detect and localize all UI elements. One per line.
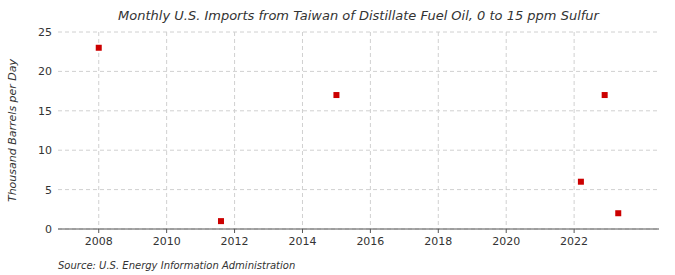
y-grid-line (58, 150, 659, 151)
x-grid-line (234, 32, 235, 229)
y-tick-label: 5 (45, 184, 52, 197)
point (578, 179, 584, 185)
y-grid-line (58, 229, 659, 230)
x-grid-line (506, 32, 507, 229)
x-tick (234, 229, 235, 233)
y-grid-line (58, 32, 659, 33)
x-tick-label: 2022 (560, 235, 588, 248)
point (218, 218, 224, 224)
y-grid-line (58, 110, 659, 111)
x-axis-line (58, 229, 659, 230)
y-tick-label: 10 (38, 144, 52, 157)
y-grid-line (58, 71, 659, 72)
x-tick-label: 2012 (221, 235, 249, 248)
grid (58, 32, 659, 229)
y-axis: 0 5 10 15 20 25 (38, 26, 52, 236)
y-tick-label: 25 (38, 26, 52, 39)
y-tick-label: 20 (38, 65, 52, 78)
x-tick (98, 229, 99, 233)
x-grid-line (302, 32, 303, 229)
source: Source: U.S. Energy Information Administ… (58, 260, 295, 271)
x-grid-line (370, 32, 371, 229)
x-tick (370, 229, 371, 233)
x-axis: 2008 2010 2012 2014 2016 2018 2020 2022 (85, 229, 588, 248)
x-grid-line (98, 32, 99, 229)
points (96, 45, 622, 224)
point (615, 210, 621, 216)
point (96, 45, 102, 51)
y-axis-label: Thousand Barrels per Day (6, 58, 19, 202)
x-tick-label: 2018 (424, 235, 452, 248)
x-tick (438, 229, 439, 233)
x-tick (506, 229, 507, 233)
y-grid-line (58, 189, 659, 190)
y-tick-label: 0 (45, 223, 52, 236)
x-tick (166, 229, 167, 233)
chart: 2008 2010 2012 2014 2016 2018 2020 2022 0 5 10 15 20… (0, 0, 675, 275)
point (602, 92, 608, 98)
x-tick (574, 229, 575, 233)
x-tick-label: 2008 (85, 235, 113, 248)
x-tick (302, 229, 303, 233)
x-tick-label: 2016 (356, 235, 384, 248)
x-grid-line (438, 32, 439, 229)
title: Monthly U.S. Imports from Taiwan of Dist… (118, 8, 601, 23)
x-grid-line (166, 32, 167, 229)
point (333, 92, 339, 98)
x-tick-label: 2020 (492, 235, 520, 248)
y-tick-label: 15 (38, 105, 52, 118)
x-tick-label: 2010 (153, 235, 181, 248)
x-grid-line (574, 32, 575, 229)
x-tick-label: 2014 (288, 235, 316, 248)
